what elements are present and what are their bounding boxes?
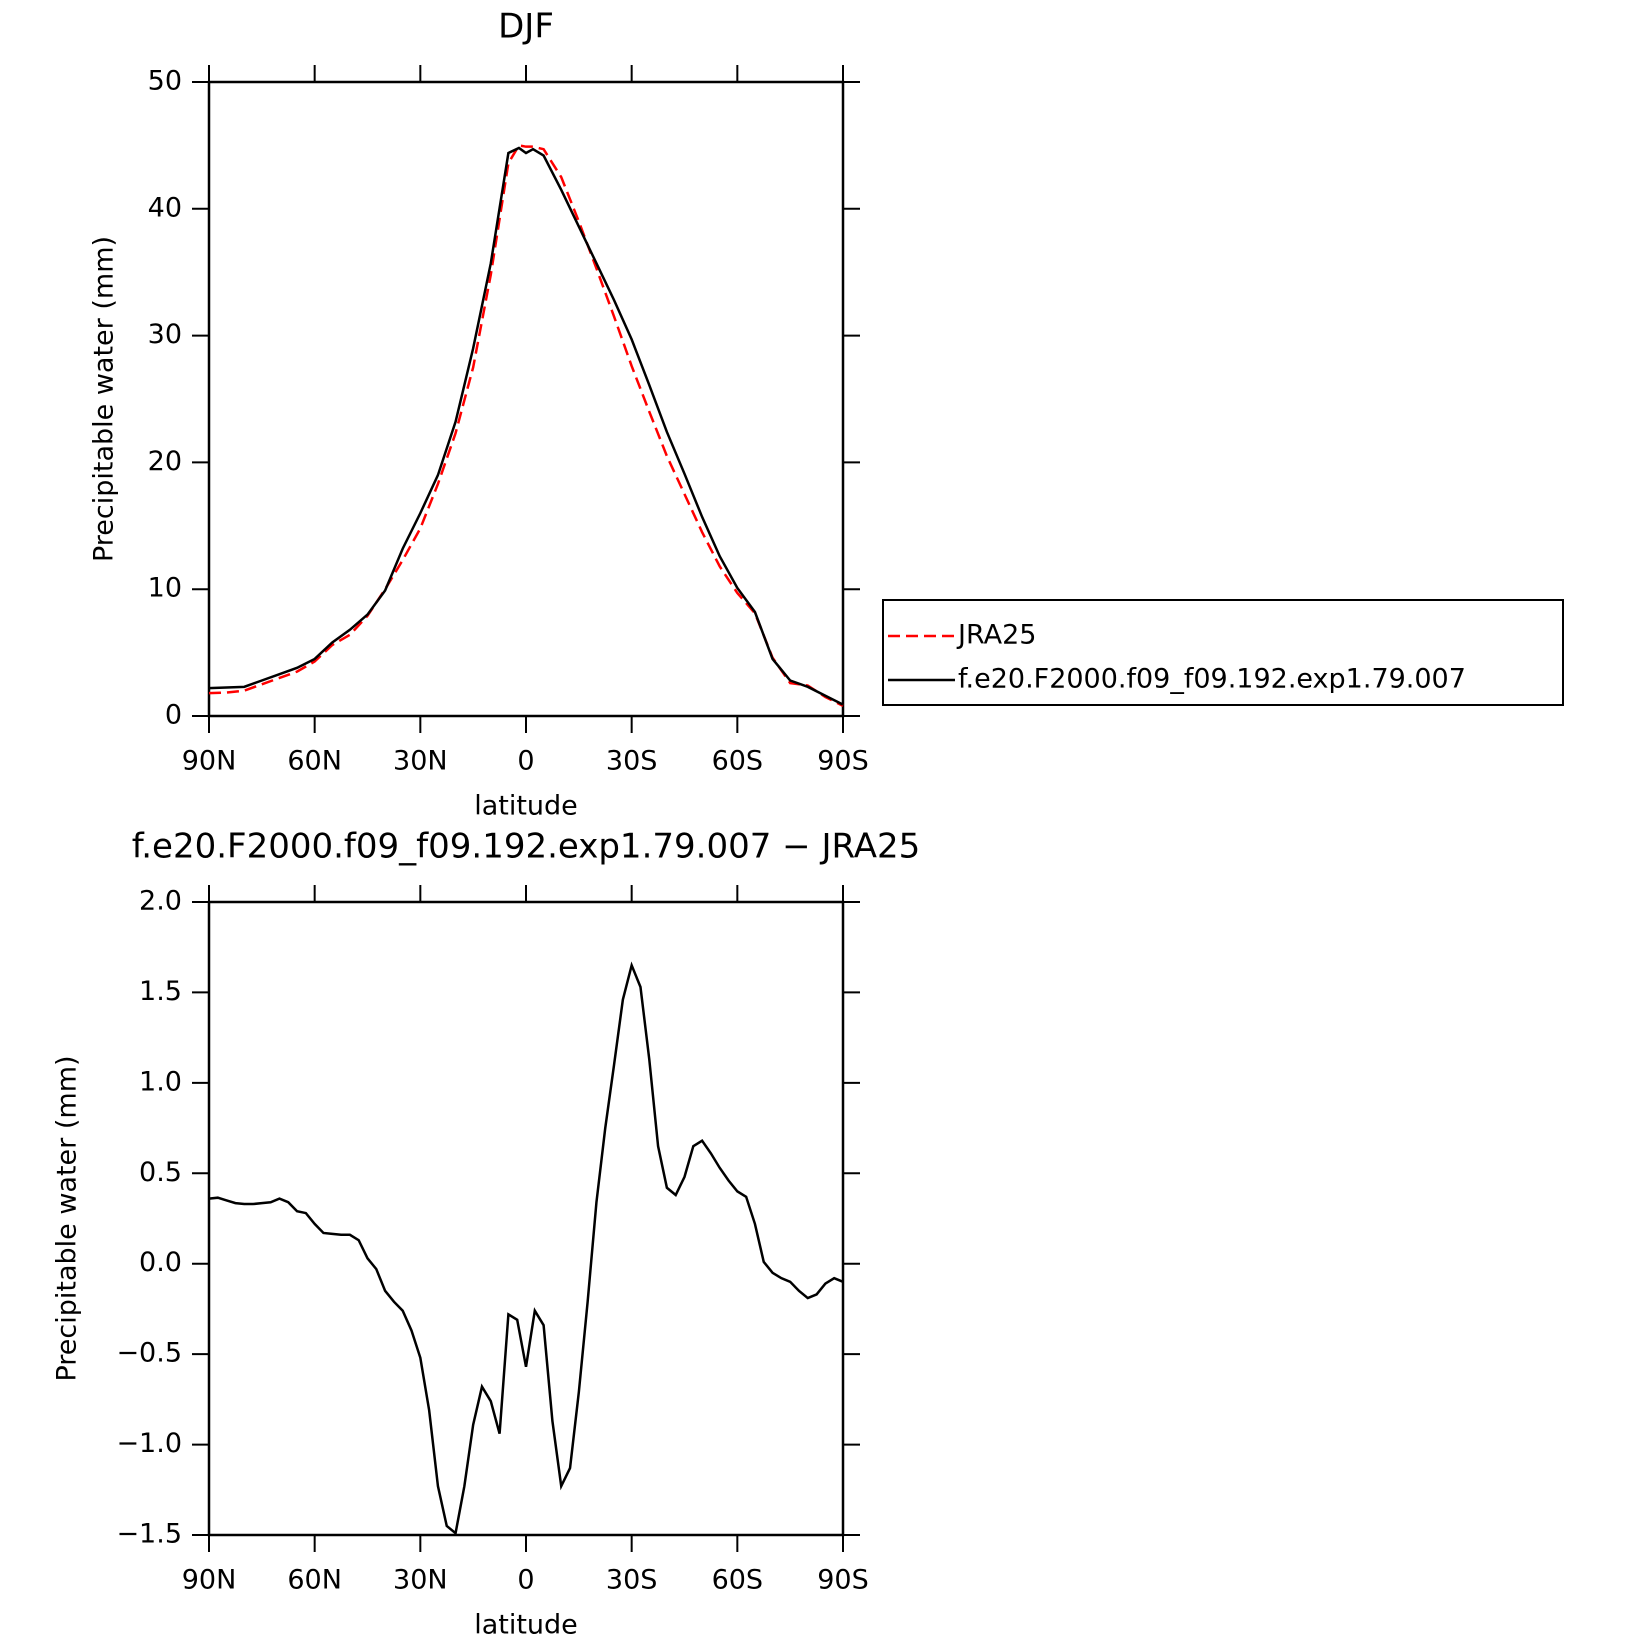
data-line	[208, 146, 844, 706]
legend-label: JRA25	[956, 620, 1036, 651]
legend-box	[882, 599, 1564, 706]
data-line	[208, 961, 844, 1536]
x-tick-label: 60S	[712, 1565, 764, 1596]
x-tick-label: 30S	[606, 1565, 658, 1596]
y-axis-label: Precipitable water (mm)	[89, 236, 120, 562]
y-tick-label: 0	[165, 700, 182, 731]
x-tick-label: 60N	[287, 1565, 342, 1596]
x-tick-label: 30N	[393, 1565, 448, 1596]
x-tick-label: 60N	[287, 746, 342, 777]
y-tick-label: 30	[148, 319, 182, 350]
x-axis-label: latitude	[474, 791, 578, 822]
legend-label: f.e20.F2000.f09_f09.192.exp1.79.007	[958, 664, 1466, 695]
chart-title: f.e20.F2000.f09_f09.192.exp1.79.007 − JR…	[132, 827, 921, 867]
y-tick-label: 1.5	[139, 976, 182, 1007]
x-tick-label: 0	[517, 1565, 534, 1596]
x-tick-label: 90S	[817, 1565, 869, 1596]
x-tick-label: 90N	[182, 746, 237, 777]
y-tick-label: 10	[148, 573, 182, 604]
data-line	[208, 144, 844, 707]
y-tick-label: −1.0	[116, 1428, 182, 1459]
y-tick-label: 20	[148, 446, 182, 477]
x-axis-label: latitude	[474, 1610, 578, 1641]
x-tick-label: 90S	[817, 746, 869, 777]
x-tick-label: 90N	[182, 1565, 237, 1596]
y-tick-label: 40	[148, 192, 182, 223]
y-tick-label: 50	[148, 66, 182, 97]
y-tick-label: 2.0	[139, 886, 182, 917]
y-axis-label: Precipitable water (mm)	[52, 1055, 83, 1381]
x-tick-label: 60S	[712, 746, 764, 777]
x-tick-label: 30S	[606, 746, 658, 777]
chart-title: DJF	[498, 7, 554, 47]
y-tick-label: −0.5	[116, 1338, 182, 1369]
x-tick-label: 0	[517, 746, 534, 777]
plot-frame	[207, 900, 845, 1537]
y-tick-label: 0.0	[139, 1247, 182, 1278]
y-tick-label: 1.0	[139, 1066, 182, 1097]
x-tick-label: 30N	[393, 746, 448, 777]
y-tick-label: −1.5	[116, 1519, 182, 1550]
plot-frame	[207, 80, 845, 718]
y-tick-label: 0.5	[139, 1157, 182, 1188]
